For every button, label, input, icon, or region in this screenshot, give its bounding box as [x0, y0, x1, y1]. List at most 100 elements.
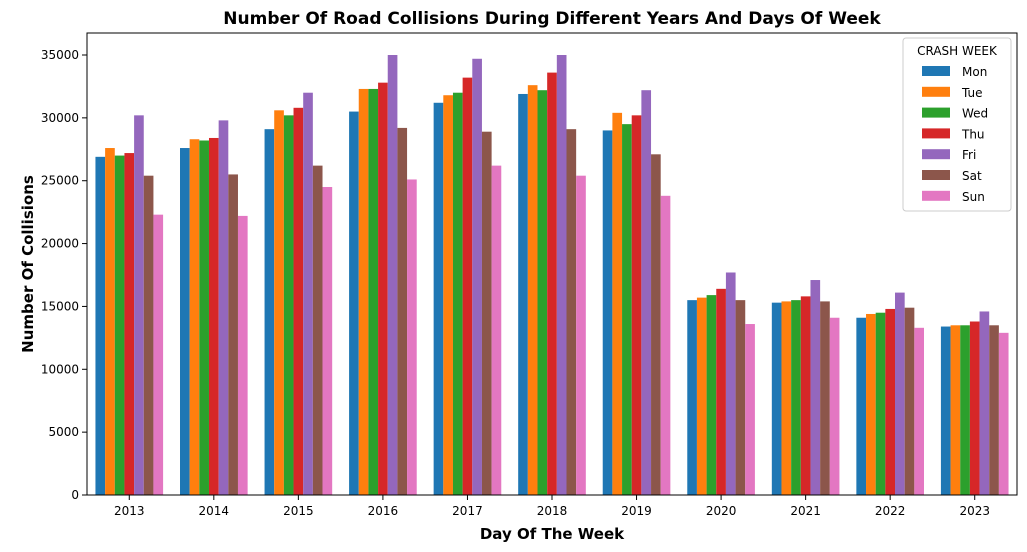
bar-tue-2017 [443, 95, 453, 495]
bar-wed-2018 [537, 90, 548, 495]
bar-tue-2019 [612, 112, 623, 495]
bar-mon-2019 [602, 130, 613, 495]
bar-mon-2022 [856, 317, 867, 495]
bar-mon-2018 [518, 93, 528, 495]
legend-label-wed: Wed [962, 107, 988, 121]
bar-tue-2018 [527, 85, 538, 496]
bar-sun-2022 [914, 327, 924, 495]
bar-thu-2019 [631, 115, 642, 495]
bar-fri-2019 [641, 90, 652, 495]
bar-wed-2019 [622, 124, 632, 495]
bar-mon-2020 [687, 300, 697, 495]
x-tick-label: 2019 [621, 504, 652, 518]
bar-wed-2016 [368, 88, 379, 495]
bar-tue-2021 [781, 301, 792, 495]
x-tick-label: 2018 [537, 504, 568, 518]
y-tick-label: 25000 [41, 174, 79, 188]
bar-thu-2018 [547, 72, 557, 495]
bar-wed-2022 [875, 312, 886, 495]
bar-sun-2019 [660, 195, 671, 496]
bar-wed-2015 [283, 115, 294, 495]
plot-frame [86, 32, 1018, 496]
x-tick-label: 2022 [875, 504, 906, 518]
bar-tue-2022 [866, 313, 876, 495]
bar-sat-2022 [904, 307, 915, 495]
bar-thu-2014 [208, 137, 219, 495]
y-tick-label: 35000 [41, 48, 79, 62]
bar-thu-2015 [293, 107, 304, 496]
x-tick-label: 2015 [283, 504, 314, 518]
bar-fri-2017 [472, 58, 482, 496]
y-tick-label: 10000 [41, 362, 79, 376]
bar-fri-2023 [979, 311, 990, 495]
bar-wed-2021 [791, 300, 801, 495]
y-tick-label: 20000 [41, 237, 79, 251]
legend-swatch-wed [922, 107, 950, 118]
bar-sat-2021 [820, 301, 830, 495]
bar-sun-2023 [998, 332, 1009, 495]
bar-mon-2014 [180, 148, 190, 495]
y-tick-label: 15000 [41, 299, 79, 313]
bar-sat-2015 [312, 165, 323, 495]
bar-tue-2013 [105, 148, 115, 495]
legend-label-mon: Mon [962, 65, 987, 79]
bar-sat-2019 [651, 154, 661, 495]
x-tick-label: 2014 [199, 504, 230, 518]
bar-mon-2013 [95, 156, 106, 495]
x-tick-label: 2016 [368, 504, 399, 518]
bar-thu-2023 [969, 321, 980, 495]
bar-fri-2014 [218, 120, 229, 496]
bar-mon-2015 [264, 129, 275, 496]
x-tick-label: 2013 [114, 504, 145, 518]
bar-sat-2018 [566, 129, 577, 496]
y-tick-label: 5000 [48, 425, 79, 439]
bar-wed-2017 [452, 92, 463, 496]
bar-sat-2016 [397, 127, 408, 495]
legend-label-sat: Sat [962, 169, 982, 183]
bar-sun-2014 [237, 215, 248, 495]
bar-sun-2018 [576, 175, 586, 495]
bar-tue-2023 [950, 325, 961, 495]
bar-mon-2016 [349, 111, 359, 495]
x-axis: 2013 2014 2015 2016 2017 2018 2019 2020 2021 2022… [114, 495, 990, 518]
legend-label-sun: Sun [962, 190, 985, 204]
bar-thu-2021 [800, 296, 811, 495]
x-tick-label: 2020 [706, 504, 737, 518]
bar-tue-2014 [189, 139, 200, 496]
x-tick-label: 2021 [790, 504, 821, 518]
bar-sat-2017 [481, 131, 492, 495]
bar-fri-2013 [134, 115, 144, 495]
chart-title: Number Of Road Collisions During Differe… [223, 9, 881, 29]
bar-sun-2020 [745, 324, 755, 495]
legend-swatch-tue [922, 86, 950, 97]
legend-swatch-mon [922, 66, 950, 76]
bar-thu-2022 [885, 308, 896, 495]
bar-sat-2023 [989, 325, 999, 495]
bar-thu-2016 [378, 82, 388, 495]
legend-title: CRASH WEEK [917, 44, 998, 58]
y-axis-label: Number Of Collisions [19, 175, 37, 353]
bar-wed-2023 [960, 325, 970, 495]
bar-fri-2020 [725, 272, 736, 495]
bar-sun-2016 [407, 179, 417, 495]
bar-thu-2017 [462, 77, 473, 495]
bar-fri-2018 [556, 55, 567, 495]
legend-swatch-thu [922, 128, 950, 139]
bar-sun-2015 [322, 187, 333, 495]
bar-fri-2021 [810, 280, 821, 495]
bar-wed-2014 [199, 140, 209, 496]
legend-items: Mon Tue Wed Thu Fri Sat Sun [922, 65, 988, 204]
y-axis: 0 5000 10000 15000 20000 25000 30000 35000 [41, 48, 87, 502]
x-axis-label: Day Of The Week [480, 525, 625, 543]
legend-label-thu: Thu [961, 127, 985, 141]
bar-sat-2014 [228, 174, 238, 495]
legend-label-tue: Tue [961, 86, 983, 100]
legend-label-fri: Fri [962, 148, 976, 162]
bar-mon-2017 [433, 102, 444, 496]
bar-tue-2016 [358, 88, 369, 495]
x-tick-label: 2023 [959, 504, 990, 518]
bars-group [95, 55, 1009, 496]
legend-swatch-fri [922, 149, 950, 160]
bar-tue-2015 [274, 110, 284, 495]
y-tick-label: 30000 [41, 111, 79, 125]
